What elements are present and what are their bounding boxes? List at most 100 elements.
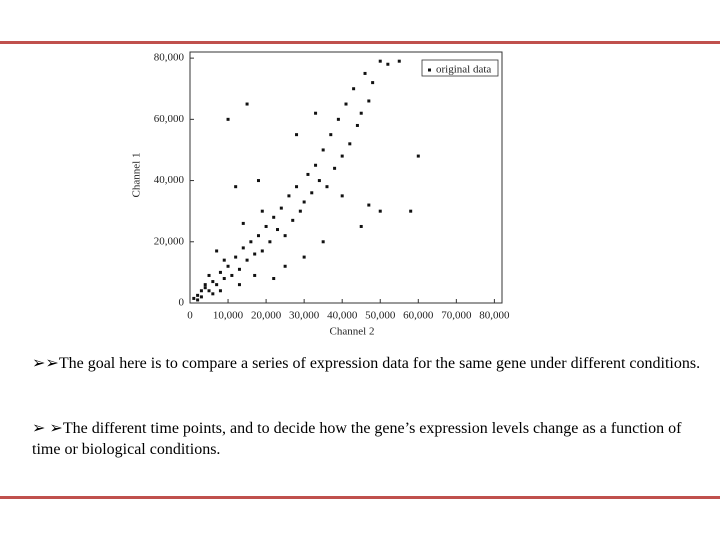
- point: [253, 273, 257, 277]
- bullet-text: The different time points, and to decide…: [32, 420, 681, 458]
- point: [378, 209, 382, 213]
- point: [283, 264, 287, 268]
- point: [367, 203, 371, 207]
- point: [203, 283, 207, 287]
- point: [348, 142, 352, 146]
- point: [397, 59, 401, 63]
- point: [409, 209, 413, 213]
- point: [241, 246, 245, 250]
- point: [321, 240, 325, 244]
- x-tick-label: 30,000: [289, 310, 320, 322]
- point: [371, 81, 375, 85]
- point: [359, 224, 363, 228]
- y-tick-label: 80,000: [154, 52, 185, 64]
- point: [276, 228, 280, 232]
- point: [272, 277, 276, 281]
- y-tick-label: 60,000: [154, 113, 185, 125]
- y-tick-label: 20,000: [154, 235, 185, 247]
- point: [314, 111, 318, 115]
- legend-label: original data: [436, 64, 491, 76]
- point: [215, 283, 219, 287]
- point: [359, 111, 363, 115]
- point: [416, 154, 420, 158]
- legend-swatch: [428, 68, 431, 72]
- plot-frame: [189, 51, 503, 304]
- point: [253, 252, 257, 256]
- point: [272, 215, 276, 219]
- point: [249, 240, 253, 244]
- x-tick-label: 80,000: [479, 310, 510, 322]
- y-tick-label: 40,000: [154, 174, 185, 186]
- point: [196, 293, 200, 297]
- point: [199, 295, 203, 299]
- point: [218, 289, 222, 293]
- point: [207, 289, 211, 293]
- point: [279, 206, 283, 210]
- point: [199, 289, 203, 293]
- point: [302, 200, 306, 204]
- bullet-1: The goal here is to compare a series of …: [32, 353, 702, 374]
- point: [237, 283, 241, 287]
- x-tick-label: 70,000: [441, 310, 472, 322]
- point: [295, 133, 299, 137]
- point: [336, 117, 340, 121]
- legend-box: [421, 59, 499, 77]
- point: [367, 99, 371, 103]
- point: [306, 172, 310, 176]
- x-tick-label: 60,000: [403, 310, 434, 322]
- x-tick-label: 50,000: [365, 310, 396, 322]
- point: [241, 221, 245, 225]
- y-axis-label: Channel 1: [131, 153, 143, 198]
- point: [222, 277, 226, 281]
- x-tick-label: 0: [187, 310, 193, 322]
- point: [218, 270, 222, 274]
- bullet-2: The different time points, and to decide…: [32, 418, 702, 460]
- x-tick-label: 10,000: [213, 310, 244, 322]
- point: [355, 123, 359, 127]
- point: [317, 179, 321, 183]
- point: [226, 264, 230, 268]
- point: [211, 292, 215, 296]
- point: [378, 59, 382, 63]
- x-tick-label: 20,000: [251, 310, 282, 322]
- point: [386, 62, 390, 66]
- bullet-arrow: [32, 420, 45, 437]
- point: [211, 280, 215, 284]
- point: [256, 179, 260, 183]
- bullet-text: The goal here is to compare a series of …: [45, 355, 700, 372]
- point: [295, 185, 299, 189]
- point: [283, 234, 287, 238]
- point: [325, 185, 329, 189]
- point: [203, 286, 207, 290]
- y-tick-label: 0: [179, 297, 185, 309]
- top-rule: [0, 41, 720, 44]
- point: [291, 218, 295, 222]
- x-axis-label: Channel 2: [330, 326, 375, 338]
- point: [333, 166, 337, 170]
- point: [245, 102, 249, 106]
- point: [222, 258, 226, 262]
- x-tick-label: 40,000: [327, 310, 358, 322]
- bullet-arrow: [32, 355, 45, 372]
- point: [321, 148, 325, 152]
- point: [310, 191, 314, 195]
- point: [363, 71, 367, 75]
- point: [245, 258, 249, 262]
- point: [344, 102, 348, 106]
- point: [298, 209, 302, 213]
- point: [192, 296, 196, 300]
- point: [287, 194, 291, 198]
- point: [340, 194, 344, 198]
- point: [230, 273, 234, 277]
- point: [260, 209, 264, 213]
- point: [207, 273, 211, 277]
- point: [234, 255, 238, 259]
- point: [264, 224, 268, 228]
- point: [234, 185, 238, 189]
- point: [260, 249, 264, 253]
- point: [226, 117, 230, 121]
- point: [329, 133, 333, 137]
- point: [256, 234, 260, 238]
- point: [237, 267, 241, 271]
- point: [340, 154, 344, 158]
